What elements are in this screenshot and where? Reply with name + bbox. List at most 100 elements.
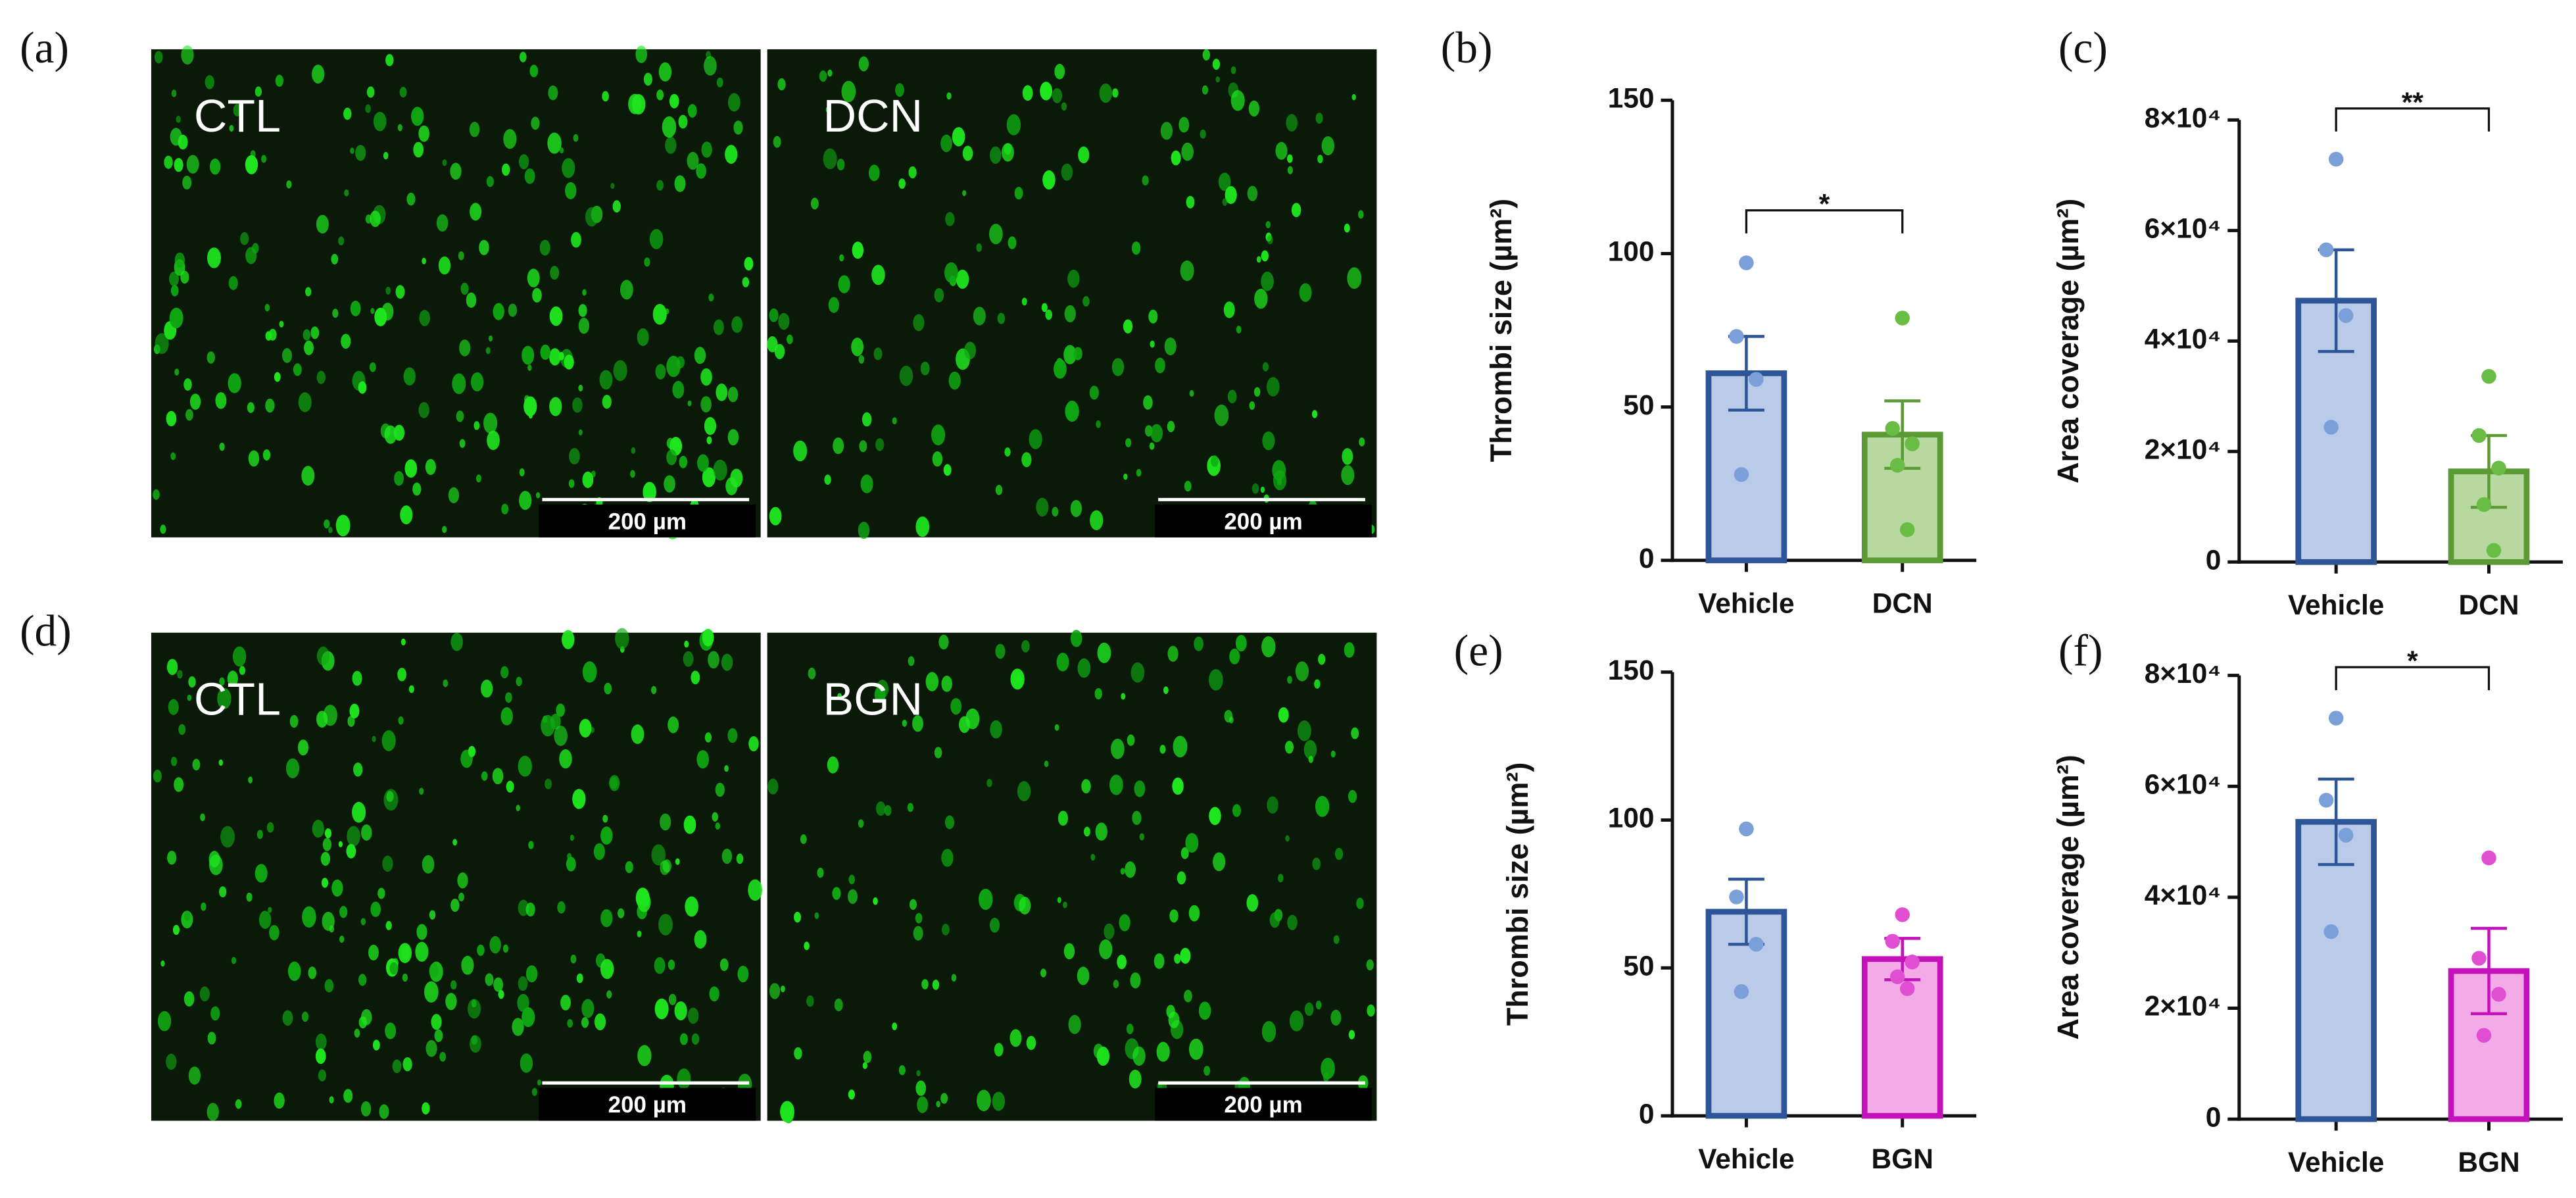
platelet xyxy=(519,51,527,62)
platelet xyxy=(187,694,192,701)
data-point xyxy=(1899,981,1915,997)
platelet xyxy=(493,303,504,320)
platelet xyxy=(827,756,839,774)
platelet xyxy=(1131,241,1141,255)
platelet xyxy=(669,93,679,109)
platelet xyxy=(997,312,1006,324)
platelet xyxy=(519,491,532,511)
y-tick-label: 2×10⁴ xyxy=(2145,991,2222,1022)
platelet xyxy=(773,136,781,148)
platelet xyxy=(487,430,500,451)
platelet xyxy=(177,670,183,679)
platelet xyxy=(1004,447,1011,457)
platelet xyxy=(377,887,385,899)
data-point xyxy=(1885,421,1900,436)
data-point xyxy=(1749,372,1764,387)
platelet xyxy=(625,861,633,874)
platelet xyxy=(355,145,366,161)
platelet xyxy=(1136,468,1142,477)
platelet xyxy=(600,959,614,980)
platelet xyxy=(1223,301,1235,318)
platelet xyxy=(1274,909,1283,922)
platelet xyxy=(674,1001,687,1020)
data-point xyxy=(2338,308,2354,323)
platelet xyxy=(668,959,675,970)
platelet xyxy=(1077,658,1091,678)
platelet xyxy=(239,666,245,676)
micrograph-bg xyxy=(767,49,1377,537)
platelet xyxy=(655,364,666,380)
platelet xyxy=(323,705,337,726)
platelet xyxy=(1021,639,1030,653)
x-tick-label: DCN xyxy=(1872,588,1933,619)
platelet xyxy=(338,236,345,246)
platelet xyxy=(1209,807,1221,826)
platelet xyxy=(1224,710,1233,723)
platelet xyxy=(1008,236,1017,249)
platelet xyxy=(379,1104,389,1119)
platelet xyxy=(360,824,372,841)
platelet xyxy=(443,679,449,687)
platelet xyxy=(649,229,664,249)
platelet xyxy=(656,89,664,101)
platelet xyxy=(898,178,906,189)
y-tick-label: 50 xyxy=(1623,951,1654,982)
platelet xyxy=(275,74,283,87)
platelet xyxy=(874,686,886,703)
panel-label: (b) xyxy=(1441,23,1493,72)
platelet xyxy=(258,911,272,929)
platelet xyxy=(1181,142,1194,161)
platelet xyxy=(678,114,688,129)
platelet xyxy=(274,372,281,382)
platelet xyxy=(349,703,360,719)
platelet xyxy=(208,851,220,868)
platelet xyxy=(331,253,339,264)
micrograph: DCN 200 µm xyxy=(767,49,1377,539)
platelet xyxy=(1304,1002,1314,1016)
platelet xyxy=(1278,874,1284,883)
data-point xyxy=(2323,924,2339,939)
platelet xyxy=(1167,420,1175,433)
platelet xyxy=(1262,431,1275,451)
platelet xyxy=(1287,914,1298,930)
platelet xyxy=(1064,305,1076,322)
panel-label: (e) xyxy=(1454,626,1503,676)
platelet xyxy=(228,276,238,290)
platelet xyxy=(573,134,579,142)
platelet xyxy=(450,162,462,180)
data-point xyxy=(2476,497,2492,512)
platelet xyxy=(1214,405,1229,426)
platelet xyxy=(567,1018,573,1028)
platelet xyxy=(518,154,529,170)
platelet xyxy=(374,307,387,326)
platelet xyxy=(535,491,541,499)
platelet xyxy=(1180,260,1194,282)
platelet xyxy=(908,656,915,666)
platelet xyxy=(1112,88,1119,98)
platelet xyxy=(702,628,714,647)
data-point xyxy=(1905,436,1920,451)
platelet xyxy=(471,1035,478,1045)
platelet xyxy=(1318,653,1326,665)
platelet xyxy=(559,147,564,154)
platelet xyxy=(386,791,394,802)
platelet xyxy=(748,879,763,901)
platelet xyxy=(1276,478,1282,486)
platelet xyxy=(402,973,408,982)
platelet xyxy=(369,362,376,372)
platelet xyxy=(1218,172,1231,191)
y-axis-title: Thrombi size (µm²) xyxy=(1501,762,1534,1026)
platelet xyxy=(917,1096,929,1113)
platelet xyxy=(871,264,885,286)
platelet xyxy=(468,745,476,757)
platelet xyxy=(748,736,759,752)
platelet xyxy=(392,1059,402,1074)
platelet xyxy=(1166,1005,1175,1018)
platelet xyxy=(727,728,738,743)
platelet xyxy=(183,911,191,921)
platelet xyxy=(702,467,716,487)
platelet xyxy=(358,974,367,986)
platelet xyxy=(301,466,315,486)
platelet xyxy=(285,758,300,778)
platelet xyxy=(368,944,379,961)
